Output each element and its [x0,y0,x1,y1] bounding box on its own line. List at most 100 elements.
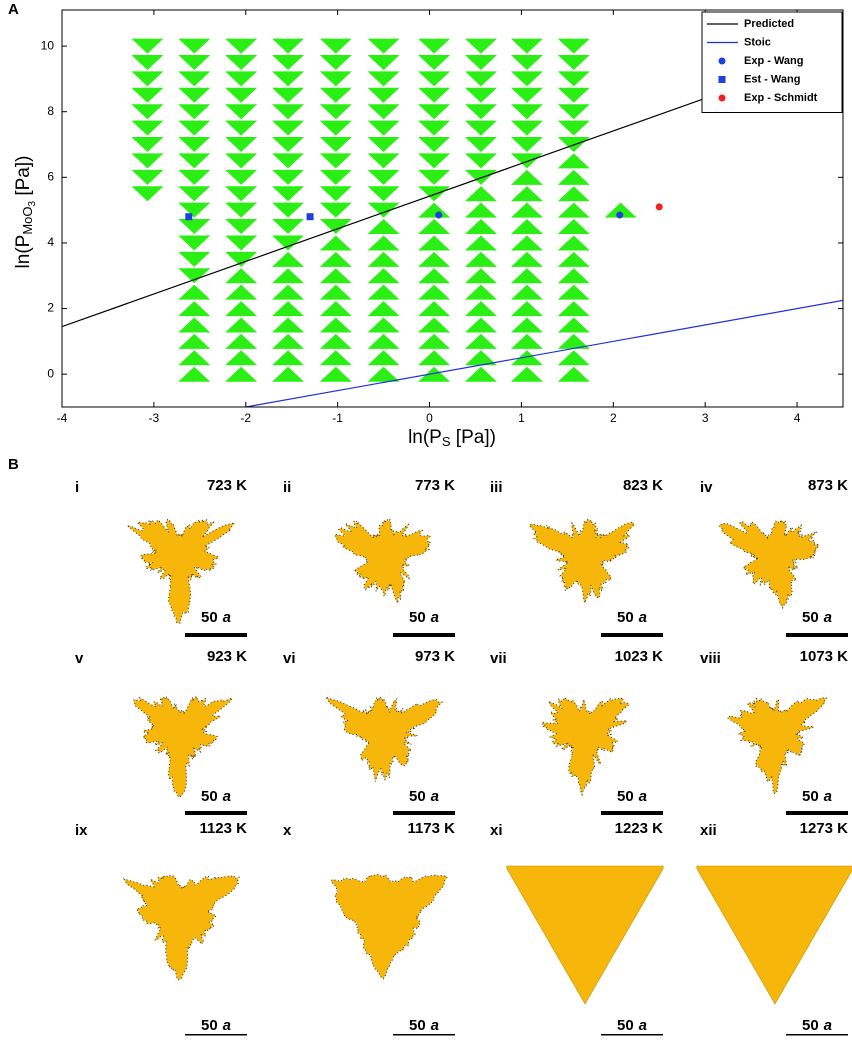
panel-temperature: 1173 K [407,820,455,837]
triangle-marker [272,88,304,103]
y-label-tail: [Pa]) [13,156,34,201]
triangle-marker [178,71,210,86]
point [435,212,442,219]
triangle-marker [418,219,450,234]
crystal-shape [719,520,819,608]
scale-bar [601,811,663,815]
triangle-marker [368,268,400,283]
panel: v923 K50a [75,648,247,815]
triangle-marker [225,219,257,234]
scale-bar [185,633,247,637]
panel-temperature: 873 K [808,477,848,494]
triangle-marker [320,285,352,300]
triangle-marker [368,71,400,86]
triangle-marker [320,55,352,70]
triangle-marker [465,301,497,316]
crystal-shape [335,520,431,603]
legend-label: Stoic [744,36,771,48]
triangle-marker [465,104,497,119]
triangle-marker [368,55,400,70]
triangle-marker [418,39,450,54]
triangle-marker [368,170,400,185]
triangle-marker [178,121,210,136]
panel: ix1123 K50a [75,820,247,1036]
scale-bar-label: 50a [409,1017,439,1034]
triangle-marker [178,334,210,349]
triangle-marker [225,121,257,136]
scale-unit: a [639,609,647,626]
triangle-marker [511,301,543,316]
y-label-sub: MoO [20,207,35,235]
scale-value: 50 [409,609,426,626]
triangle-marker [511,219,543,234]
triangle-marker [131,88,163,103]
panel: i723 K50a [75,477,247,637]
triangle-marker [225,170,257,185]
panel-temperature: 1073 K [800,648,849,665]
x-label-sub: S [442,434,451,449]
triangle-marker [368,186,400,201]
triangle-marker [418,317,450,332]
triangle-marker [320,170,352,185]
crystal-shape [124,876,239,980]
x-tick-label: 3 [702,411,709,425]
triangle-marker [320,88,352,103]
panel-roman: xii [700,822,717,839]
scale-value: 50 [201,1017,218,1034]
triangle-marker [178,219,210,234]
x-tick-label: -4 [57,411,68,425]
scale-bar-label: 50a [802,788,832,805]
triangle-marker [418,170,450,185]
triangle-marker [465,88,497,103]
triangle-marker [418,88,450,103]
panel-temperature: 1023 K [615,648,664,665]
triangle-marker [225,301,257,316]
triangle-marker [320,301,352,316]
triangle-marker [131,153,163,168]
triangle-marker [272,186,304,201]
triangle-marker [272,104,304,119]
triangle-marker [272,268,304,283]
scale-value: 50 [617,788,634,805]
triangle-marker [418,55,450,70]
triangle-marker [272,39,304,54]
crystal-shape [326,697,443,781]
triangle-marker [558,121,590,136]
triangle-marker [225,88,257,103]
triangle-marker [465,367,497,382]
panel-temperature: 1223 K [615,820,664,837]
triangle-marker [558,104,590,119]
y-tick-label: 8 [47,104,54,118]
triangle-marker [225,203,257,218]
triangle-marker [511,334,543,349]
triangle-marker [558,170,590,185]
y-tick-label: 6 [47,170,54,184]
scale-bar [393,1034,455,1036]
triangle-marker [511,367,543,382]
panel-roman: ix [75,822,88,839]
triangle-marker [558,317,590,332]
x-tick-label: -3 [149,411,160,425]
scale-unit: a [223,788,231,805]
triangle-marker [178,235,210,250]
crystal-shape [134,697,232,797]
triangle-marker [368,121,400,136]
triangle-marker [511,137,543,152]
panel-roman: xi [490,822,503,839]
triangle-marker [465,334,497,349]
scale-value: 50 [802,609,819,626]
triangle-marker [465,219,497,234]
triangle-marker [368,317,400,332]
triangle-marker [272,219,304,234]
scale-unit: a [223,609,231,626]
scale-bar [601,633,663,637]
triangle-marker [225,186,257,201]
scale-bar-label: 50a [802,1017,832,1034]
scale-bar-label: 50a [201,1017,231,1034]
triangle-marker [178,137,210,152]
